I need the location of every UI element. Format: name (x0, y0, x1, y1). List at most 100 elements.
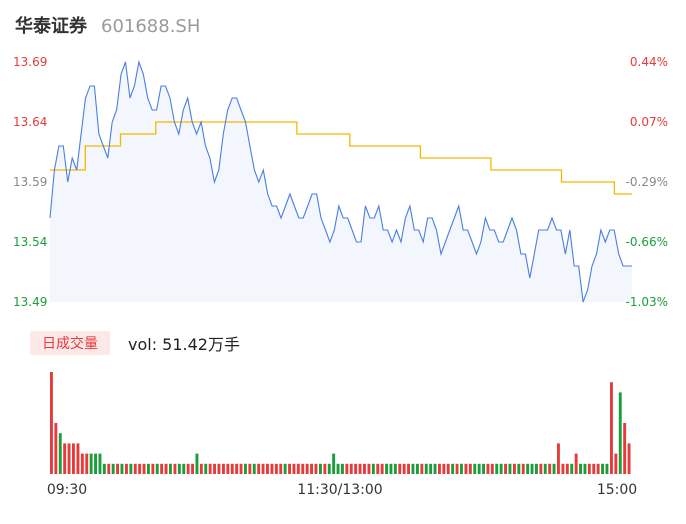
y-tick-left: 13.49 (13, 295, 47, 309)
volume-bar (323, 463, 327, 474)
volume-bar (270, 463, 274, 474)
volume-bar (513, 463, 516, 474)
x-tick-label: 15:00 (597, 482, 637, 498)
volume-bar (199, 463, 203, 474)
volume-bar (345, 463, 349, 474)
stock-code: 601688.SH (101, 16, 201, 37)
volume-bar (261, 463, 265, 474)
volume-bar (610, 382, 613, 474)
volume-readout: vol: 51.42万手 (128, 335, 240, 354)
volume-bar (371, 463, 375, 474)
volume-bar (473, 463, 477, 474)
volume-bar (195, 453, 199, 474)
volume-bar (292, 463, 296, 474)
volume-bar (230, 463, 234, 474)
volume-bar (160, 463, 164, 474)
volume-bar (63, 443, 67, 474)
volume-bar (385, 463, 388, 474)
volume-bar (402, 463, 406, 474)
volume-bar (186, 463, 190, 474)
volume-bar (147, 463, 150, 474)
period-tab-daily-volume[interactable]: 日成交量 (30, 331, 110, 355)
volume-header: 日成交量 vol: 51.42万手 (30, 331, 240, 355)
volume-bar (438, 463, 441, 474)
volume-bar (455, 463, 459, 474)
y-tick-left: 13.54 (13, 235, 47, 249)
volume-bar (120, 463, 124, 474)
volume-bar (557, 443, 560, 474)
volume-bar (310, 463, 313, 474)
y-tick-right: -0.66% (626, 235, 668, 249)
volume-bar (504, 463, 507, 474)
volume-bar (54, 423, 58, 474)
average-price-line (50, 121, 632, 195)
volume-bar (596, 463, 600, 474)
volume-bar (138, 463, 142, 474)
y-tick-right: -0.29% (626, 175, 668, 189)
volume-bar (257, 463, 261, 474)
volume-bar (191, 463, 194, 474)
volume-bar (574, 453, 578, 474)
volume-bar (517, 463, 521, 474)
volume-bar (288, 463, 291, 474)
volume-bar (526, 463, 530, 474)
volume-bar (208, 463, 212, 474)
volume-bar (442, 463, 446, 474)
volume-bar (341, 463, 344, 474)
volume-bar (552, 463, 556, 474)
volume-bar (239, 463, 243, 474)
volume-bar (327, 463, 331, 474)
y-tick-left: 13.69 (13, 55, 47, 69)
volume-bar (548, 463, 552, 474)
y-tick-left: 13.59 (13, 175, 47, 189)
volume-bar (508, 463, 512, 474)
volume-bar (411, 463, 415, 474)
volume-bar (296, 463, 300, 474)
volume-bar (446, 463, 450, 474)
volume-bar (252, 463, 256, 474)
volume-bar (433, 463, 437, 474)
volume-bar (85, 453, 89, 474)
volume-bar (354, 463, 358, 474)
volume-bar (94, 453, 97, 474)
volume-bar (80, 453, 84, 474)
volume-bar (561, 463, 565, 474)
volume-bar (535, 463, 538, 474)
stock-header: 华泰证券 601688.SH (15, 12, 200, 40)
volume-bar (605, 463, 609, 474)
volume-bar (226, 463, 230, 474)
volume-bar (76, 443, 80, 474)
volume-bar (627, 443, 631, 474)
volume-bar (464, 463, 468, 474)
volume-bar (393, 463, 397, 474)
volume-bar (407, 463, 410, 474)
volume-bar (623, 423, 627, 474)
volume-bar (182, 463, 186, 474)
volume-bar (58, 433, 62, 474)
volume-bar (50, 372, 53, 474)
volume-bar (618, 392, 622, 474)
volume-bar (499, 463, 503, 474)
volume-bar (169, 463, 172, 474)
volume-bar (244, 463, 247, 474)
volume-bar (460, 463, 463, 474)
volume-bar (349, 463, 353, 474)
volume-bar (89, 453, 93, 474)
volume-bar (133, 463, 137, 474)
y-tick-left: 13.64 (13, 115, 47, 129)
x-tick-label: 11:30/13:00 (297, 482, 382, 498)
volume-bar (389, 463, 393, 474)
volume-bar (67, 443, 71, 474)
volume-bar (279, 463, 283, 474)
volume-bar (173, 463, 177, 474)
volume-bar (451, 463, 455, 474)
volume-bar (98, 453, 102, 474)
volume-bar (283, 463, 287, 474)
price-line (49, 59, 632, 303)
volume-bar (204, 463, 208, 474)
volume-bar (305, 463, 309, 474)
volume-bar (107, 463, 111, 474)
volume-bar (521, 463, 525, 474)
volume-bar (222, 463, 225, 474)
